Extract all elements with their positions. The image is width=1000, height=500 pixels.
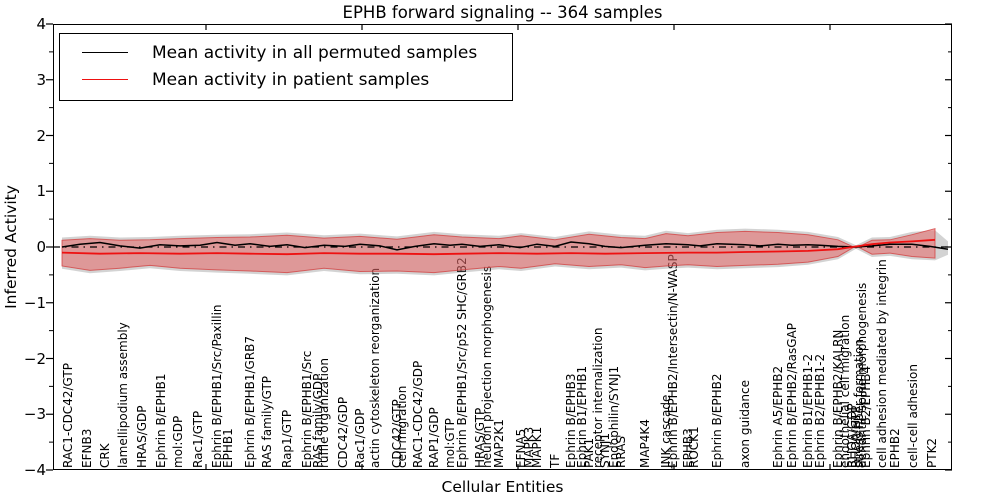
x-entity-label: RAS family/GTP [259,375,274,468]
x-entity-label: CDC42/GDP [335,396,350,468]
chart-title: EPHB forward signaling -- 364 samples [342,3,663,22]
y-tick-label: 1 [36,182,46,201]
x-entity-label: MAP4K4 [637,419,652,468]
x-entity-label: cell migration [394,385,409,468]
x-entity-label: Ephrin B/EPHB1/Src/p52 SHC/GRB2 [454,257,469,468]
x-entity-label: actin cytoskeleton reorganization [367,267,382,468]
y-tick-label: 2 [36,126,46,145]
legend-line-black [82,52,128,53]
x-entity-label: Ephrin B2/EPHB4 [858,365,873,468]
x-entity-label: Ephrin B/EPHB1 [153,373,168,468]
y-tick-label: −4 [23,461,46,479]
x-entity-label: cell adhesion mediated by integrin [874,259,889,468]
x-entity-label: RAP1/GDP [426,407,441,468]
x-entity-label: TF [547,453,562,468]
x-entity-label: RRAS [613,435,628,468]
x-entity-label: Ephrin B2/EPHB1-2 [812,353,827,468]
x-entity-label: RAC1-CDC42/GTP [60,363,75,468]
x-entity-label: Ephrin A5/EPHB2 [770,365,785,468]
x-entity-label: EFNB3 [79,428,94,468]
x-entity-label: EPHB2 [887,428,902,468]
legend-box: Mean activity in all permuted samples Me… [59,33,513,101]
x-entity-label: Ephrin B1/EPHB1-2 [800,353,815,468]
x-entity-label: MAP2K1 [491,419,506,468]
x-entity-label: cell-cell adhesion [905,364,920,468]
x-entity-label: MAPK1 [529,426,544,468]
x-entity-label: Ephrin B/EPHB1/GRB7 [242,335,257,468]
x-entity-label: ruffle organization [316,358,331,468]
legend-label-permuted: Mean activity in all permuted samples [152,42,478,63]
x-entity-label: mol:GTP [442,418,457,468]
y-tick-label: −2 [23,349,46,368]
legend-line-red [82,79,128,80]
x-entity-label: RAC1-CDC42/GDP [410,360,425,468]
x-entity-label: Ephrin B/EPHB2 [709,373,724,468]
legend-label-patient: Mean activity in patient samples [152,69,430,90]
x-entity-label: ROCK1 [686,426,701,468]
x-axis-label: Cellular Entities [441,478,564,496]
y-tick-label: −1 [23,293,46,312]
x-entity-label: Ephrin B/EPHB2/RasGAP [784,323,799,468]
legend-entry-patient: Mean activity in patient samples [60,66,512,93]
x-entity-label: lamellipodium assembly [115,322,130,468]
y-tick-label: 0 [36,238,46,256]
x-entity-label: axon guidance [737,380,752,468]
x-entity-label: mol:GDP [170,415,185,468]
y-tick-label: 3 [36,70,46,89]
x-entity-label: HRAS/GDP [134,405,149,468]
x-entity-label: Ephrin B/EPHB2/Intersectin/N-WASP [665,254,680,468]
x-entity-label: Rap1/GTP [279,409,294,468]
x-entity-label: Rac1/GDP [352,408,367,468]
x-entity-label: PTK2 [924,437,939,468]
x-entity-label: neuron projection morphogenesis [479,265,494,468]
y-tick-label: −3 [23,405,46,424]
x-entity-label: CRK [97,443,112,468]
y-tick-label: 4 [36,15,46,33]
legend-entry-permuted: Mean activity in all permuted samples [60,39,512,66]
x-entity-label: Rac1/GTP [190,410,205,468]
x-entity-label: EPHB1 [220,428,235,468]
